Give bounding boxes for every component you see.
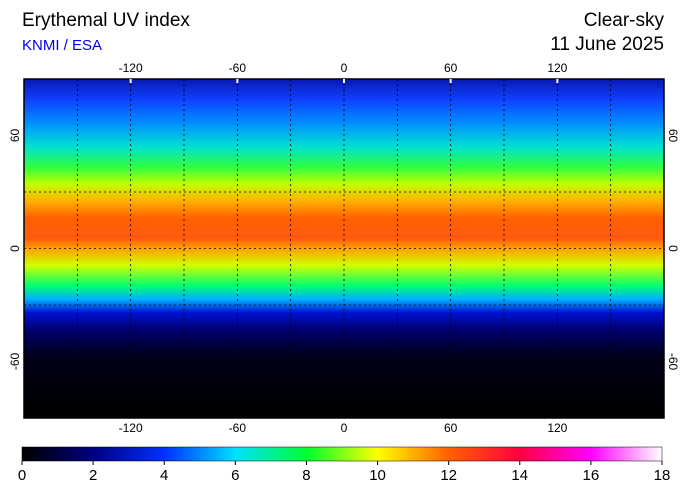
colorbar-label: 16 [583, 467, 600, 484]
title: Erythemal UV index [22, 10, 190, 31]
colorbar-label: 14 [511, 467, 528, 484]
colorbar [21, 446, 663, 462]
colorbar-label: 4 [160, 467, 168, 484]
lon-label-bottom: 60 [444, 421, 458, 435]
lat-label-left: 60 [8, 129, 22, 143]
colorbar-label: 8 [302, 467, 310, 484]
lon-label-top: 0 [341, 61, 348, 75]
lat-label-left: 0 [8, 245, 22, 252]
lat-label-right: -60 [666, 353, 680, 371]
lon-label-bottom: 0 [341, 421, 348, 435]
colorbar-label: 12 [440, 467, 457, 484]
source: KNMI / ESA [22, 37, 102, 54]
colorbar-label: 0 [18, 467, 26, 484]
lon-label-bottom: 120 [547, 421, 567, 435]
graticule [24, 79, 664, 418]
lon-label-top: 60 [444, 61, 458, 75]
colorbar-label: 10 [369, 467, 386, 484]
lon-label-bottom: -120 [119, 421, 143, 435]
lat-label-left: -60 [8, 353, 22, 371]
lat-label-right: 0 [666, 245, 680, 252]
lat-label-right: 60 [666, 129, 680, 143]
colorbar-label: 6 [231, 467, 239, 484]
colorbar-label: 18 [654, 467, 671, 484]
date: 11 June 2025 [550, 34, 664, 55]
lon-label-top: -120 [119, 61, 143, 75]
colorbar-label: 2 [89, 467, 97, 484]
lon-label-bottom: -60 [229, 421, 247, 435]
lon-label-top: -60 [229, 61, 247, 75]
lon-label-top: 120 [547, 61, 567, 75]
mode: Clear-sky [584, 10, 665, 31]
